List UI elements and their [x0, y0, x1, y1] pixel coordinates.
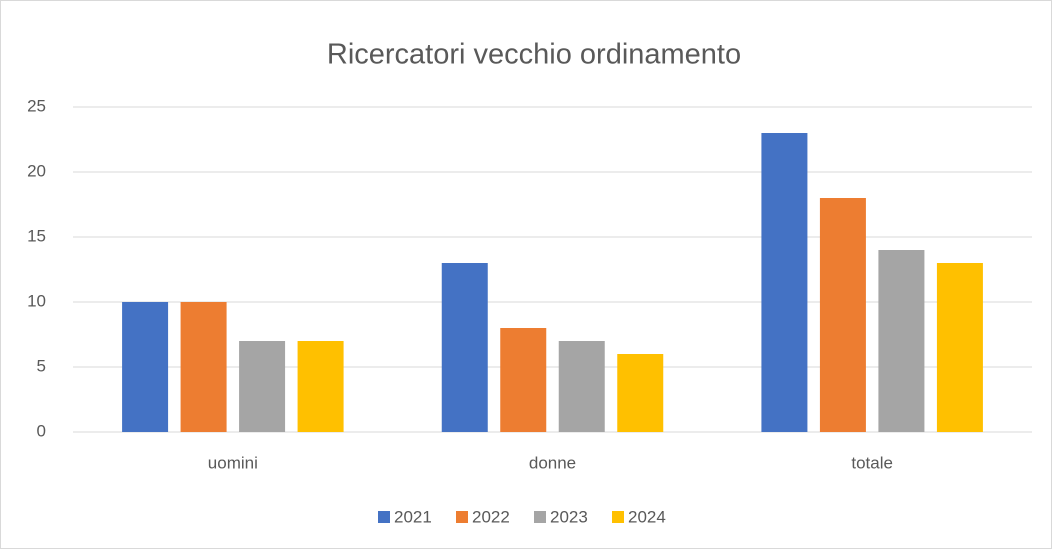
bar: [878, 250, 925, 432]
bar: [500, 328, 547, 432]
bar: [441, 263, 488, 432]
legend-label: 2024: [628, 507, 666, 526]
y-tick-label: 20: [27, 161, 46, 180]
y-tick-label: 5: [37, 356, 46, 375]
legend-swatch: [612, 511, 624, 523]
bar: [297, 341, 344, 432]
chart-title: Ricercatori vecchio ordinamento: [327, 39, 741, 71]
x-tick-label: donne: [529, 453, 576, 472]
bar: [180, 302, 227, 432]
bar: [122, 302, 169, 432]
bar: [617, 354, 664, 432]
legend-swatch: [456, 511, 468, 523]
legend-label: 2022: [472, 507, 510, 526]
bar: [819, 198, 866, 432]
bar: [936, 263, 983, 432]
x-tick-label: totale: [851, 453, 893, 472]
bar: [761, 133, 808, 432]
y-tick-label: 0: [37, 421, 46, 440]
bar: [558, 341, 605, 432]
y-tick-label: 25: [27, 96, 46, 115]
legend-label: 2021: [394, 507, 432, 526]
y-tick-label: 15: [27, 226, 46, 245]
y-tick-label: 10: [27, 291, 46, 310]
legend-label: 2023: [550, 507, 588, 526]
bar: [239, 341, 286, 432]
x-tick-label: uomini: [208, 453, 258, 472]
legend-swatch: [534, 511, 546, 523]
legend-swatch: [378, 511, 390, 523]
